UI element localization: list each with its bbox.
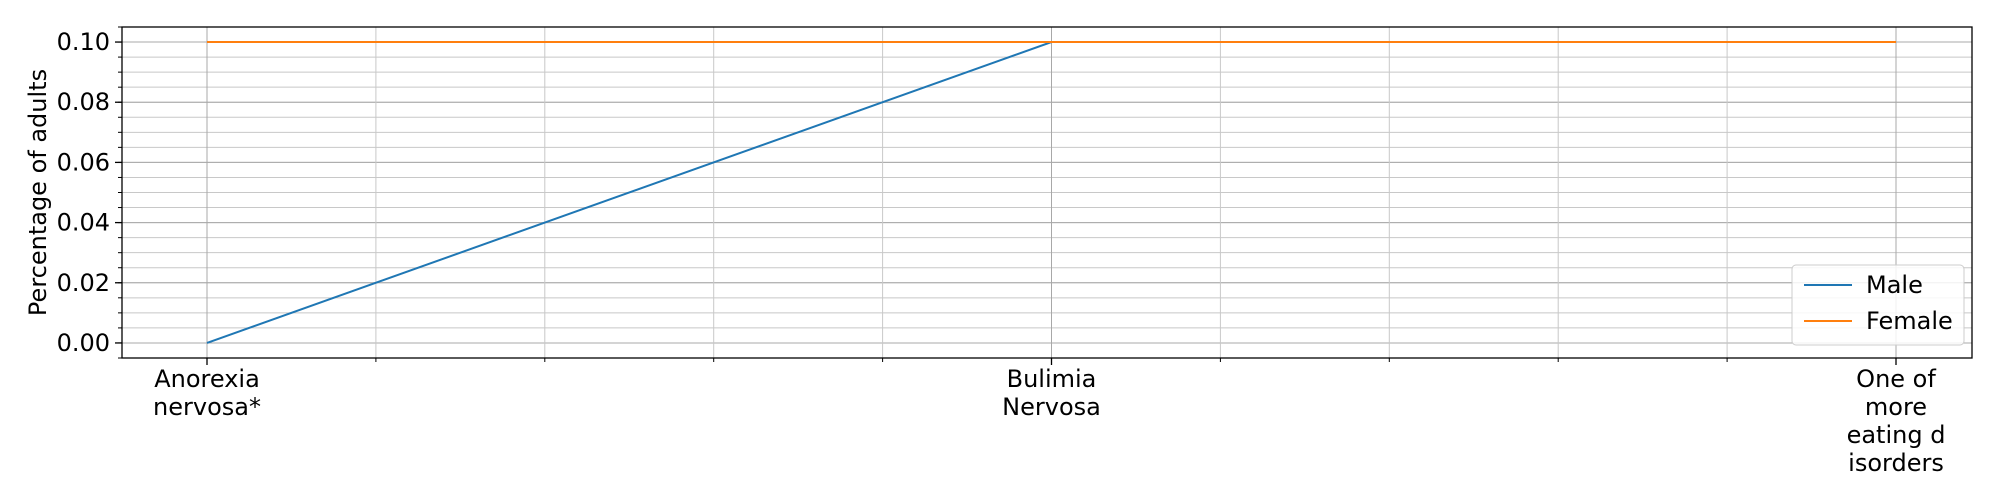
x-tick-label-line: Anorexia xyxy=(154,365,260,393)
y-tick-label: 0.04 xyxy=(57,209,110,237)
x-tick-label: Anorexia nervosa* xyxy=(153,365,261,421)
x-axis: Anorexia nervosa* Bulimia Nervosa One of more… xyxy=(153,358,1945,477)
x-tick-label-line: isorders xyxy=(1848,449,1944,477)
x-tick-label-line: nervosa* xyxy=(153,393,261,421)
y-tick-label: 0.06 xyxy=(57,148,110,176)
x-tick-label-line: Nervosa xyxy=(1002,393,1101,421)
y-tick-label: 0.08 xyxy=(57,88,110,116)
x-tick-label: Bulimia Nervosa xyxy=(1002,365,1101,421)
legend: Male Female xyxy=(1791,264,1965,346)
y-axis: 0.00 0.02 0.04 0.06 0.08 0.10 xyxy=(57,26,122,359)
x-tick-label: One of more eating d isorders xyxy=(1847,365,1946,477)
y-tick-label: 0.02 xyxy=(57,269,110,297)
x-tick-label-line: One of xyxy=(1856,365,1936,393)
x-tick-label-line: Bulimia xyxy=(1007,365,1097,393)
legend-label-female: Female xyxy=(1866,307,1953,335)
legend-label-male: Male xyxy=(1866,271,1923,299)
x-tick-label-line: eating d xyxy=(1847,421,1946,449)
y-tick-label: 0.00 xyxy=(57,329,110,357)
grid xyxy=(122,26,1972,359)
y-tick-label: 0.10 xyxy=(57,28,110,56)
plot-lines xyxy=(206,41,1896,344)
y-axis-label: Percentage of adults xyxy=(24,69,52,316)
x-tick-label-line: more xyxy=(1865,393,1927,421)
